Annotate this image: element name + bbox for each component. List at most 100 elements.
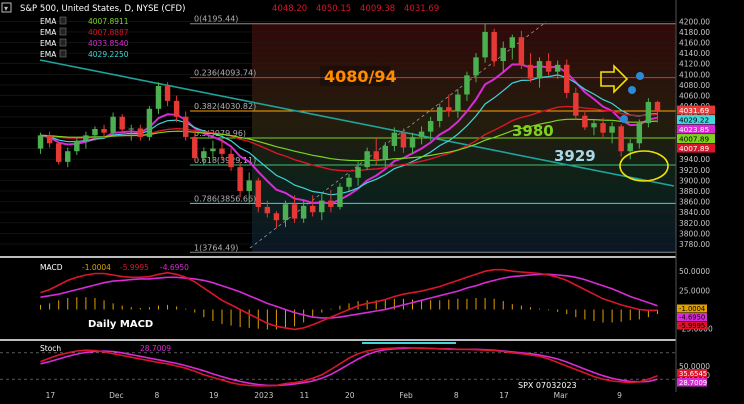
- candle[interactable]: [473, 53, 479, 83]
- candle[interactable]: [400, 128, 407, 153]
- candle[interactable]: [228, 148, 234, 171]
- candle[interactable]: [92, 126, 98, 141]
- candle[interactable]: [255, 177, 261, 213]
- candle[interactable]: [618, 124, 624, 157]
- candle[interactable]: [246, 172, 252, 205]
- ema-green-line[interactable]: [40, 118, 658, 162]
- candle[interactable]: [500, 41, 506, 72]
- candle[interactable]: [482, 23, 488, 63]
- candle[interactable]: [455, 89, 461, 118]
- candle[interactable]: [65, 147, 71, 168]
- candle[interactable]: [582, 110, 588, 131]
- highlight-ellipse[interactable]: [619, 150, 669, 182]
- candle[interactable]: [591, 119, 597, 136]
- legend-item[interactable]: EMA 4033.8540: [40, 38, 129, 48]
- candle[interactable]: [319, 192, 325, 221]
- candle[interactable]: [609, 122, 615, 144]
- fib-drawing-diagonal[interactable]: [249, 21, 547, 249]
- candle[interactable]: [110, 112, 116, 136]
- candle[interactable]: [210, 140, 216, 160]
- event-marker-icon[interactable]: [628, 86, 636, 94]
- macd-signal-line[interactable]: [40, 273, 658, 319]
- candle[interactable]: [536, 57, 543, 88]
- candle[interactable]: [636, 119, 643, 149]
- candle-body: [119, 116, 125, 130]
- candle[interactable]: [182, 111, 189, 141]
- candle[interactable]: [427, 116, 434, 141]
- event-marker-icon[interactable]: [620, 115, 628, 123]
- candle[interactable]: [273, 211, 280, 229]
- candle[interactable]: [355, 161, 361, 186]
- candle[interactable]: [518, 30, 525, 70]
- candle-body: [164, 86, 171, 101]
- stoch-d-line[interactable]: [40, 347, 658, 387]
- candle[interactable]: [364, 147, 370, 170]
- stoch-k-line[interactable]: [40, 346, 658, 387]
- candle[interactable]: [146, 106, 153, 141]
- candle[interactable]: [74, 136, 80, 155]
- candle[interactable]: [37, 132, 44, 154]
- candle[interactable]: [237, 161, 243, 198]
- candle[interactable]: [654, 100, 661, 123]
- candle[interactable]: [382, 142, 389, 168]
- candle[interactable]: [391, 127, 398, 152]
- candle[interactable]: [328, 189, 334, 213]
- candle[interactable]: [192, 131, 198, 162]
- candle-body: [582, 115, 588, 128]
- price-tag-label: 4029.22: [679, 115, 709, 124]
- legend-item[interactable]: EMA 4007.8911: [40, 16, 129, 26]
- legend-item[interactable]: EMA 4029.2250: [40, 49, 129, 59]
- ema-magenta-line[interactable]: [40, 63, 658, 205]
- descending-trendline[interactable]: [39, 59, 675, 187]
- candle[interactable]: [101, 124, 107, 138]
- legend-item[interactable]: EMA 4007.8887: [40, 27, 129, 37]
- candle[interactable]: [373, 137, 379, 165]
- event-marker-icon[interactable]: [636, 72, 644, 80]
- macd-legend-value: -4.6950: [160, 263, 189, 272]
- macd-macd-line[interactable]: [40, 268, 658, 331]
- candle[interactable]: [446, 94, 452, 117]
- candle[interactable]: [645, 98, 652, 128]
- candle[interactable]: [55, 142, 62, 165]
- collapse-toggle-icon[interactable]: [1, 2, 12, 13]
- candle[interactable]: [46, 131, 53, 148]
- candle[interactable]: [309, 195, 316, 217]
- candle[interactable]: [137, 124, 144, 141]
- macd-value-tag-label: -5.9995: [679, 322, 705, 330]
- candle[interactable]: [600, 117, 606, 137]
- price-axis[interactable]: [676, 0, 744, 400]
- candle[interactable]: [527, 53, 534, 83]
- candle[interactable]: [155, 82, 162, 115]
- candle[interactable]: [573, 87, 579, 120]
- candle[interactable]: [409, 132, 416, 154]
- candle[interactable]: [219, 139, 225, 160]
- candle[interactable]: [128, 124, 134, 141]
- candle[interactable]: [164, 82, 171, 107]
- candle[interactable]: [564, 59, 570, 99]
- candle[interactable]: [282, 200, 289, 228]
- candle[interactable]: [264, 200, 271, 218]
- candle[interactable]: [491, 28, 497, 67]
- candles[interactable]: [37, 23, 661, 229]
- candle[interactable]: [509, 34, 516, 60]
- candle[interactable]: [554, 60, 561, 79]
- candle[interactable]: [346, 174, 352, 192]
- macd-legend-value: -1.0004: [82, 263, 111, 272]
- candle[interactable]: [545, 53, 552, 76]
- candle[interactable]: [418, 126, 425, 145]
- candle[interactable]: [464, 71, 470, 101]
- candle[interactable]: [300, 200, 307, 223]
- candle[interactable]: [291, 195, 298, 223]
- candle[interactable]: [201, 147, 207, 165]
- arrow-right-icon[interactable]: [600, 64, 629, 94]
- candle[interactable]: [337, 183, 343, 210]
- ema-cyan-line[interactable]: [40, 74, 658, 196]
- candle[interactable]: [437, 103, 443, 128]
- candle-body: [618, 126, 624, 152]
- candle[interactable]: [627, 139, 633, 160]
- candle[interactable]: [173, 95, 180, 123]
- candle[interactable]: [119, 114, 125, 133]
- candle[interactable]: [83, 131, 89, 149]
